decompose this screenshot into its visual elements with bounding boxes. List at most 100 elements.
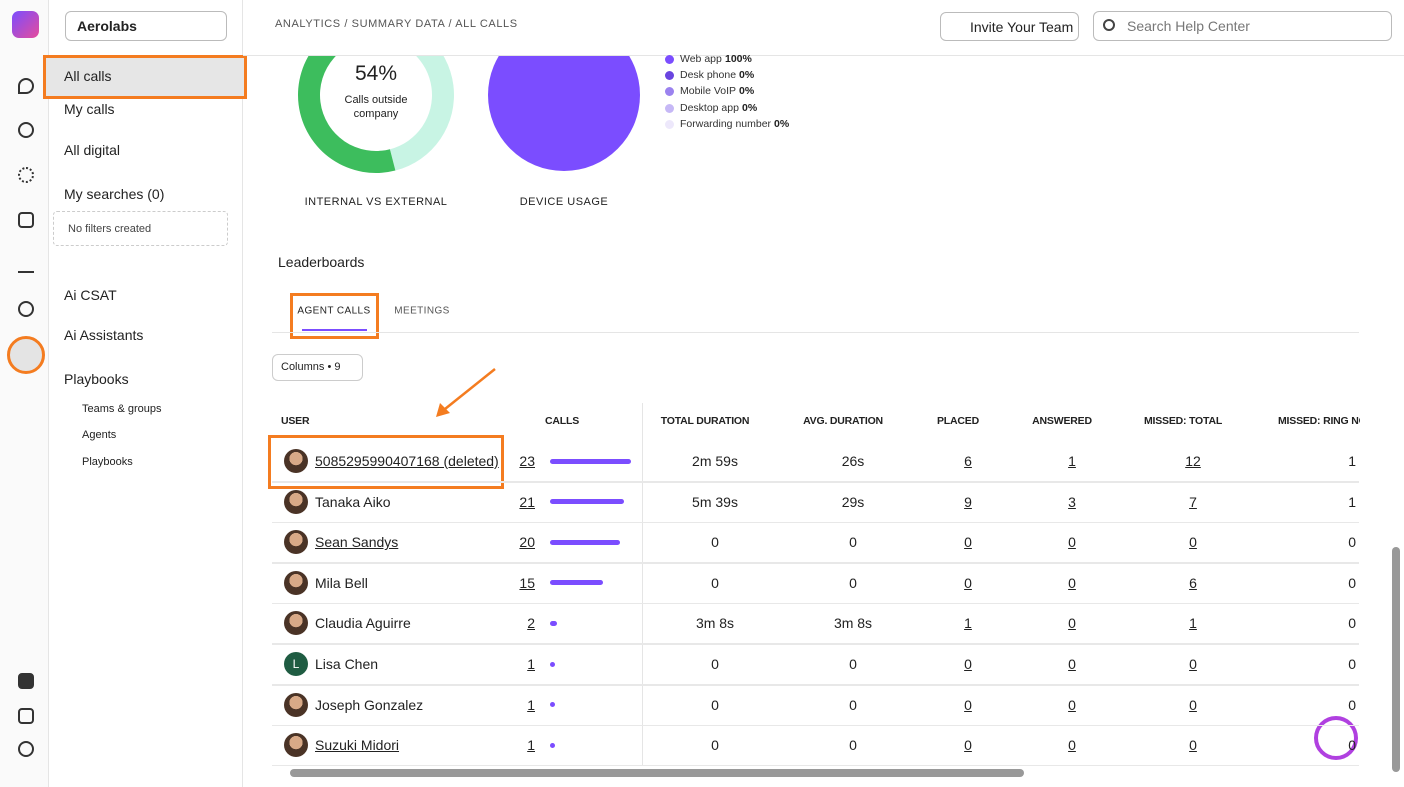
search-placeholder[interactable]: Search Help Center — [1127, 18, 1250, 34]
tab[interactable]: AGENT CALLS — [297, 305, 371, 317]
calls-bar — [550, 742, 555, 748]
nav-icon[interactable] — [18, 673, 34, 689]
nav-item[interactable]: All digital — [64, 142, 121, 158]
cell-link[interactable]: 0 — [964, 737, 972, 754]
cell: 0 — [849, 737, 857, 754]
cell-link[interactable]: 7 — [1189, 493, 1197, 510]
cell-link[interactable]: 0 — [1068, 737, 1076, 754]
legend-swatch — [665, 103, 674, 113]
cell-link[interactable]: 0 — [964, 696, 972, 713]
cell-link[interactable]: 0 — [964, 574, 972, 591]
workspace-select[interactable] — [65, 11, 227, 41]
nav-icon[interactable] — [18, 708, 34, 724]
column-header[interactable]: AVG. DURATION — [803, 415, 883, 427]
user-name[interactable]: Sean Sandys — [315, 534, 399, 551]
tab[interactable]: MEETINGS — [394, 305, 450, 317]
cell: 0 — [1348, 737, 1356, 754]
calls-bar — [550, 458, 631, 464]
cell: 0 — [711, 696, 719, 713]
legend-value: 0% — [739, 85, 755, 98]
legend-value: 0% — [774, 117, 790, 130]
nav-icon[interactable] — [18, 257, 34, 273]
columns-label[interactable]: Columns • 9 — [281, 361, 341, 373]
user-name[interactable]: 5085295990407168 (deleted) — [315, 453, 499, 469]
calls-bar — [550, 539, 620, 545]
nav-subitem[interactable]: Agents — [82, 429, 117, 441]
cell-link[interactable]: 0 — [964, 656, 972, 672]
legend-swatch — [665, 119, 674, 129]
column-header[interactable]: TOTAL DURATION — [660, 415, 750, 427]
active-nav-icon[interactable] — [7, 336, 45, 374]
cell-link[interactable]: 0 — [1189, 696, 1197, 713]
cell-link[interactable]: 0 — [1068, 534, 1076, 551]
cell-link[interactable]: 1 — [1068, 453, 1076, 469]
calls-count[interactable]: 23 — [519, 453, 535, 469]
nav-item[interactable]: All calls — [64, 68, 112, 84]
calls-count[interactable]: 20 — [519, 534, 535, 551]
donut-caption: Calls outside company — [344, 94, 408, 120]
calls-count[interactable]: 2 — [527, 615, 535, 632]
help-button[interactable] — [1314, 716, 1358, 760]
nav-icon[interactable] — [18, 741, 34, 757]
cell-link[interactable]: 3 — [1068, 493, 1076, 510]
nav-item[interactable]: My calls — [64, 101, 115, 117]
column-header[interactable]: USER — [281, 415, 310, 427]
cell: 29s — [841, 493, 865, 510]
chart-title: INTERNAL VS EXTERNAL — [304, 196, 448, 208]
calls-count[interactable]: 1 — [527, 656, 535, 672]
cell: 0 — [849, 656, 857, 672]
calls-count[interactable]: 1 — [527, 737, 535, 754]
cell-link[interactable]: 1 — [1189, 615, 1197, 632]
cell-link[interactable]: 0 — [1068, 615, 1076, 632]
cell-link[interactable]: 0 — [1189, 534, 1197, 551]
user-name[interactable]: Suzuki Midori — [315, 737, 400, 754]
column-header[interactable]: MISSED: TOTAL — [1143, 415, 1223, 427]
cell: 0 — [1348, 696, 1356, 713]
tabs-divider — [272, 332, 1359, 333]
nav-icon[interactable] — [18, 78, 34, 94]
cell-link[interactable]: 0 — [1068, 574, 1076, 591]
cell: 26s — [841, 453, 865, 469]
columns-button[interactable] — [272, 354, 363, 381]
workspace-name[interactable]: Aerolabs — [77, 18, 137, 34]
cell-link[interactable]: 1 — [964, 615, 972, 632]
column-header[interactable]: PLACED — [937, 415, 979, 427]
column-header[interactable]: ANSWERED — [1032, 415, 1092, 427]
calls-count[interactable]: 21 — [519, 493, 535, 510]
my-searches[interactable]: My searches (0) — [64, 186, 165, 202]
cell: 0 — [711, 737, 719, 754]
cell-link[interactable]: 0 — [964, 534, 972, 551]
nav-subitem[interactable]: Teams & groups — [82, 403, 162, 415]
cell: 0 — [849, 574, 857, 591]
nav-icon[interactable] — [18, 301, 34, 317]
nav-subitem[interactable]: Playbooks — [82, 456, 133, 468]
chart-title: DEVICE USAGE — [519, 196, 609, 208]
invite-label[interactable]: Invite Your Team — [970, 19, 1074, 35]
v-scrollbar[interactable] — [1392, 547, 1400, 772]
avatar — [284, 530, 308, 555]
cell-link[interactable]: 9 — [964, 493, 972, 510]
cell-link[interactable]: 0 — [1068, 696, 1076, 713]
nav-item[interactable]: Playbooks — [64, 371, 129, 387]
nav-icon[interactable] — [18, 167, 34, 183]
nav-item[interactable]: Ai CSAT — [64, 287, 117, 303]
nav-item[interactable]: Ai Assistants — [64, 327, 144, 343]
calls-count[interactable]: 15 — [519, 574, 535, 591]
cell-link[interactable]: 0 — [1189, 656, 1197, 672]
cell-link[interactable]: 6 — [1189, 574, 1197, 591]
cell-link[interactable]: 0 — [1068, 656, 1076, 672]
invite-button[interactable] — [940, 12, 1079, 41]
cell-link[interactable]: 6 — [964, 453, 972, 469]
row-divider — [272, 684, 1359, 685]
column-header[interactable]: MISSED: RING NO — [1278, 415, 1360, 427]
search-box[interactable] — [1093, 11, 1392, 41]
nav-icon[interactable] — [18, 122, 34, 138]
cell-link[interactable]: 0 — [1189, 737, 1197, 754]
nav-icon[interactable] — [18, 212, 34, 228]
calls-count[interactable]: 1 — [527, 696, 535, 713]
h-scrollbar[interactable] — [290, 769, 1024, 777]
cell-link[interactable]: 12 — [1185, 453, 1201, 469]
nav-active[interactable] — [43, 55, 247, 99]
column-header[interactable]: CALLS — [545, 415, 579, 427]
calls-bar — [550, 661, 555, 667]
